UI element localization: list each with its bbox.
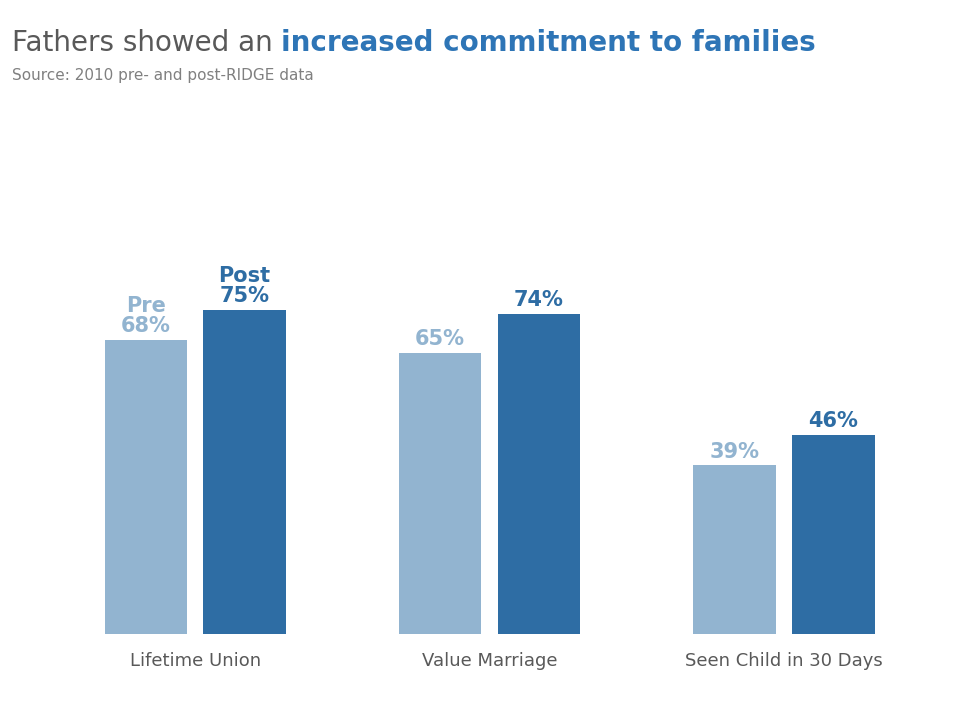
Bar [399,353,481,634]
Text: 74%: 74% [515,290,564,310]
Text: 39%: 39% [709,441,759,462]
Text: increased commitment to families: increased commitment to families [281,29,816,57]
Bar [105,340,187,634]
Text: Fathers showed an: Fathers showed an [12,29,281,57]
Text: Post: Post [219,266,271,286]
Bar [204,310,286,634]
Text: 75%: 75% [220,286,270,306]
Bar [693,465,776,634]
Bar [792,435,875,634]
Text: Pre: Pre [126,296,166,316]
Text: 65%: 65% [415,329,466,349]
Bar [498,314,580,634]
Text: 46%: 46% [808,411,858,431]
Text: Source: 2010 pre- and post-RIDGE data: Source: 2010 pre- and post-RIDGE data [12,68,313,84]
Text: 68%: 68% [121,316,171,336]
